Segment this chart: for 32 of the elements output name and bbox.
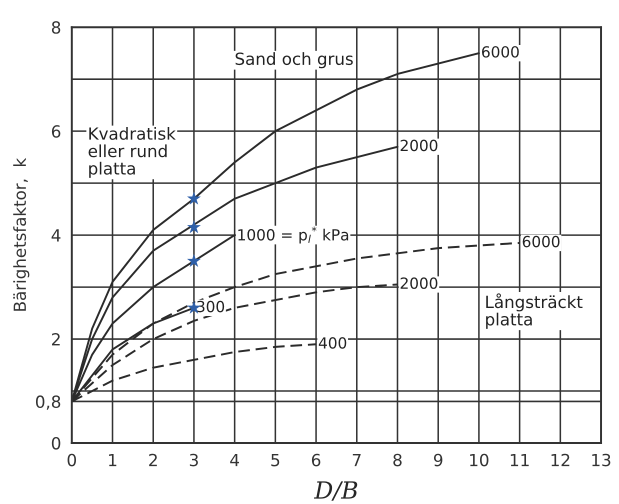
x-axis-title: D/B	[314, 481, 358, 501]
x-tick-label: 10	[470, 454, 488, 466]
x-tick-label: 6	[312, 454, 320, 466]
y-tick-label: 0,8	[36, 395, 60, 410]
series-label: 2000	[400, 140, 438, 152]
x-tick-label: 1	[109, 454, 116, 466]
series-label: 400	[318, 337, 346, 349]
series-label: 1000 = p$_{l}$$^{*}$ kPa	[238, 226, 348, 244]
series-label: 2000	[400, 277, 438, 289]
y-tick-label: 0	[52, 436, 60, 450]
annotation: Långsträckt platta	[486, 293, 582, 329]
x-tick-label: 3	[190, 454, 198, 466]
annotation: Sand och grus	[236, 52, 353, 68]
y-tick-label: 2	[52, 333, 60, 346]
x-tick-label: 9	[434, 454, 442, 466]
x-tick-label: 12	[552, 454, 570, 466]
x-tick-label: 11	[510, 454, 529, 466]
y-tick-label: 8	[52, 21, 60, 34]
series-label: 300	[197, 300, 224, 312]
x-tick-label: 0	[68, 454, 76, 466]
y-tick-label: 6	[52, 125, 60, 138]
x-tick-label: 5	[271, 454, 280, 466]
x-tick-label: 4	[230, 454, 240, 466]
y-tick-label: 4	[52, 229, 60, 242]
x-tick-label: 8	[393, 454, 402, 466]
x-tick-label: 2	[149, 454, 157, 466]
annotation: Kvadratisk eller rund platta	[88, 127, 176, 178]
series-label: 6000	[482, 46, 519, 58]
series-label: 6000	[522, 236, 560, 248]
x-tick-label: 7	[352, 454, 361, 466]
x-tick-label: 13	[592, 454, 610, 466]
y-axis-title: Bärighetsfaktor, k	[13, 158, 30, 311]
